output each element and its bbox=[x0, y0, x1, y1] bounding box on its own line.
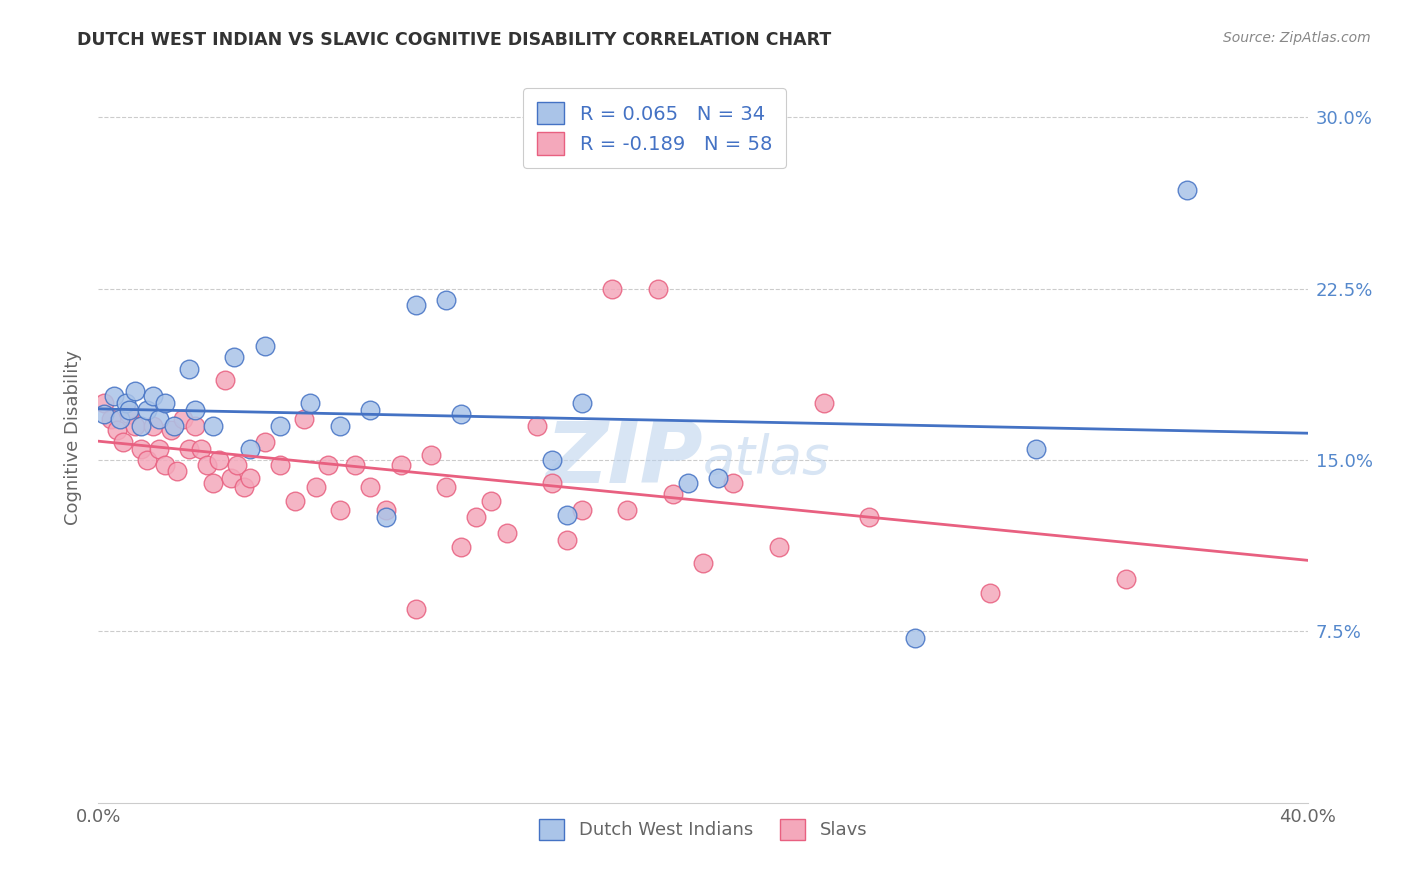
Text: Source: ZipAtlas.com: Source: ZipAtlas.com bbox=[1223, 31, 1371, 45]
Point bbox=[305, 480, 328, 494]
Point bbox=[226, 458, 249, 472]
Point bbox=[692, 556, 714, 570]
Point bbox=[253, 434, 276, 449]
Point bbox=[329, 503, 352, 517]
Legend: Dutch West Indians, Slavs: Dutch West Indians, Slavs bbox=[530, 810, 876, 848]
Point bbox=[148, 412, 170, 426]
Point bbox=[374, 510, 396, 524]
Point bbox=[103, 389, 125, 403]
Point bbox=[434, 293, 457, 307]
Point bbox=[389, 458, 412, 472]
Point bbox=[526, 418, 548, 433]
Text: DUTCH WEST INDIAN VS SLAVIC COGNITIVE DISABILITY CORRELATION CHART: DUTCH WEST INDIAN VS SLAVIC COGNITIVE DI… bbox=[77, 31, 831, 49]
Point bbox=[360, 480, 382, 494]
Point bbox=[374, 503, 396, 517]
Point bbox=[184, 418, 207, 433]
Point bbox=[184, 402, 207, 417]
Point bbox=[100, 412, 122, 426]
Point bbox=[111, 434, 134, 449]
Point bbox=[179, 361, 201, 376]
Point bbox=[661, 487, 683, 501]
Point bbox=[108, 412, 131, 426]
Point bbox=[239, 442, 262, 456]
Point bbox=[481, 494, 503, 508]
Point bbox=[135, 402, 157, 417]
Point bbox=[269, 418, 291, 433]
Point bbox=[329, 418, 352, 433]
Point bbox=[153, 396, 176, 410]
Point bbox=[269, 458, 291, 472]
Y-axis label: Cognitive Disability: Cognitive Disability bbox=[65, 350, 83, 524]
Point bbox=[202, 418, 225, 433]
Point bbox=[316, 458, 339, 472]
Point bbox=[571, 503, 593, 517]
Point bbox=[616, 503, 638, 517]
Point bbox=[239, 471, 262, 485]
Point bbox=[208, 453, 231, 467]
Point bbox=[93, 396, 115, 410]
Point bbox=[166, 464, 188, 478]
Point bbox=[676, 475, 699, 490]
Point bbox=[232, 480, 254, 494]
Point bbox=[142, 389, 165, 403]
Point bbox=[148, 442, 170, 456]
Point bbox=[190, 442, 212, 456]
Point bbox=[602, 281, 624, 295]
Point bbox=[858, 510, 880, 524]
Point bbox=[172, 412, 194, 426]
Point bbox=[768, 540, 790, 554]
Point bbox=[723, 475, 745, 490]
Point bbox=[647, 281, 669, 295]
Point bbox=[105, 423, 128, 437]
Point bbox=[555, 533, 578, 547]
Point bbox=[405, 601, 427, 615]
Point bbox=[1024, 442, 1046, 456]
Text: ZIP: ZIP bbox=[546, 417, 703, 500]
Point bbox=[221, 471, 243, 485]
Point bbox=[1175, 183, 1198, 197]
Point bbox=[160, 423, 183, 437]
Point bbox=[118, 407, 141, 421]
Point bbox=[555, 508, 578, 522]
Point bbox=[465, 510, 488, 524]
Point bbox=[495, 526, 517, 541]
Point bbox=[450, 540, 472, 554]
Point bbox=[129, 418, 152, 433]
Point bbox=[114, 396, 136, 410]
Point bbox=[124, 418, 146, 433]
Point bbox=[142, 418, 165, 433]
Point bbox=[129, 442, 152, 456]
Point bbox=[344, 458, 367, 472]
Point bbox=[224, 350, 246, 364]
Point bbox=[405, 297, 427, 311]
Point bbox=[813, 396, 835, 410]
Point bbox=[163, 418, 186, 433]
Point bbox=[450, 407, 472, 421]
Point bbox=[135, 453, 157, 467]
Point bbox=[1115, 572, 1137, 586]
Point bbox=[93, 407, 115, 421]
Point bbox=[179, 442, 201, 456]
Point bbox=[434, 480, 457, 494]
Point bbox=[118, 402, 141, 417]
Point bbox=[253, 338, 276, 352]
Point bbox=[153, 458, 176, 472]
Point bbox=[195, 458, 218, 472]
Point bbox=[124, 384, 146, 399]
Point bbox=[540, 453, 562, 467]
Point bbox=[571, 396, 593, 410]
Text: atlas: atlas bbox=[703, 433, 831, 485]
Point bbox=[979, 585, 1001, 599]
Point bbox=[202, 475, 225, 490]
Point bbox=[904, 632, 927, 646]
Point bbox=[214, 373, 236, 387]
Point bbox=[299, 396, 322, 410]
Point bbox=[284, 494, 307, 508]
Point bbox=[707, 471, 730, 485]
Point bbox=[292, 412, 315, 426]
Point bbox=[420, 449, 443, 463]
Point bbox=[360, 402, 382, 417]
Point bbox=[540, 475, 562, 490]
